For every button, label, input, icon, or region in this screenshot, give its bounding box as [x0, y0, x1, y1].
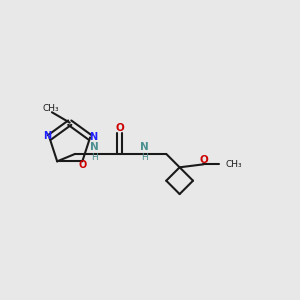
- Text: H: H: [142, 153, 148, 162]
- Text: O: O: [115, 123, 124, 134]
- Text: CH₃: CH₃: [42, 104, 59, 113]
- Text: N: N: [90, 132, 98, 142]
- Text: N: N: [90, 142, 99, 152]
- Text: O: O: [200, 155, 209, 166]
- Text: N: N: [43, 131, 51, 141]
- Text: CH₃: CH₃: [225, 160, 242, 169]
- Text: N: N: [140, 142, 149, 152]
- Text: H: H: [91, 153, 98, 162]
- Text: O: O: [78, 160, 86, 170]
